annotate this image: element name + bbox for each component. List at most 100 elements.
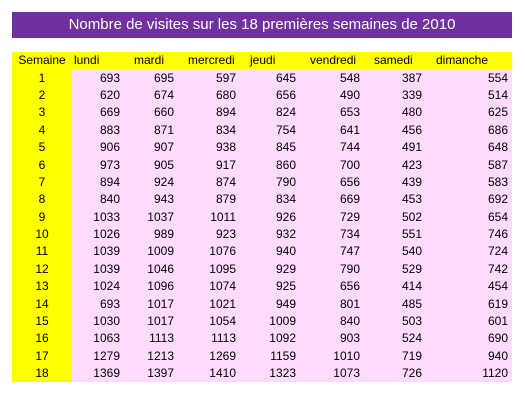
visit-count-cell: 583 — [434, 173, 512, 192]
visit-count-cell: 529 — [372, 260, 434, 279]
visit-count-cell: 502 — [372, 208, 434, 226]
visit-count-cell: 925 — [248, 278, 308, 296]
visit-count-cell: 656 — [248, 86, 308, 105]
column-header-semaine: Semaine — [12, 52, 72, 70]
visit-count-cell: 692 — [434, 191, 512, 209]
visit-count-cell: 949 — [248, 295, 308, 313]
visit-count-cell: 824 — [248, 104, 308, 122]
visit-count-cell: 871 — [132, 121, 186, 139]
visit-count-cell: 906 — [72, 138, 132, 157]
visit-count-cell: 490 — [308, 86, 372, 105]
week-number-cell: 1 — [12, 69, 72, 87]
visit-count-cell: 747 — [308, 243, 372, 261]
visit-count-cell: 860 — [248, 156, 308, 174]
table-row: 16 1063 1113 1113 1092 903 524 690 — [12, 330, 512, 348]
table-row: 17 1279 1213 1269 1159 1010 719 940 — [12, 347, 512, 366]
visit-count-cell: 1039 — [72, 243, 132, 261]
visit-count-cell: 1063 — [72, 330, 132, 348]
visit-count-cell: 454 — [434, 278, 512, 296]
column-header-mercredi: mercredi — [186, 52, 248, 70]
column-header-mardi: mardi — [132, 52, 186, 70]
visit-count-cell: 690 — [434, 330, 512, 348]
visit-count-cell: 845 — [248, 138, 308, 157]
visit-count-cell: 1213 — [132, 347, 186, 366]
visit-count-cell: 924 — [132, 173, 186, 192]
visit-count-cell: 695 — [132, 69, 186, 87]
visit-count-cell: 943 — [132, 191, 186, 209]
column-header-vendredi: vendredi — [308, 52, 372, 70]
visit-count-cell: 1269 — [186, 347, 248, 366]
visit-count-cell: 929 — [248, 260, 308, 279]
visit-count-cell: 491 — [372, 138, 434, 157]
visit-count-cell: 619 — [434, 295, 512, 313]
visit-count-cell: 485 — [372, 295, 434, 313]
visit-count-cell: 907 — [132, 138, 186, 157]
visit-count-cell: 641 — [308, 121, 372, 139]
visit-count-cell: 1073 — [308, 365, 372, 383]
visit-count-cell: 1046 — [132, 260, 186, 279]
week-number-cell: 15 — [12, 312, 72, 331]
visit-count-cell: 742 — [434, 260, 512, 279]
week-number-cell: 6 — [12, 156, 72, 174]
visits-table: Semaine lundi mardi mercredi jeudi vendredi sa… — [12, 52, 512, 383]
visit-count-cell: 551 — [372, 225, 434, 244]
visit-count-cell: 726 — [372, 365, 434, 383]
visit-count-cell: 339 — [372, 86, 434, 105]
visit-count-cell: 790 — [308, 260, 372, 279]
week-number-cell: 10 — [12, 225, 72, 244]
table-row: 13 1024 1096 1074 925 656 414 454 — [12, 278, 512, 296]
visit-count-cell: 874 — [186, 173, 248, 192]
table-title: Nombre de visites sur les 18 premières s… — [12, 12, 512, 38]
visit-count-cell: 1024 — [72, 278, 132, 296]
visit-count-cell: 1033 — [72, 208, 132, 226]
visit-count-cell: 1026 — [72, 225, 132, 244]
visit-count-cell: 656 — [308, 173, 372, 192]
visit-count-cell: 423 — [372, 156, 434, 174]
visit-count-cell: 674 — [132, 86, 186, 105]
visit-count-cell: 693 — [72, 69, 132, 87]
table-row: 3 669 660 894 824 653 480 625 — [12, 104, 512, 122]
table-row: 9 1033 1037 1011 926 729 502 654 — [12, 208, 512, 226]
visit-count-cell: 1017 — [132, 312, 186, 331]
column-header-lundi: lundi — [72, 52, 132, 70]
visit-count-cell: 883 — [72, 121, 132, 139]
visit-count-cell: 680 — [186, 86, 248, 105]
visit-count-cell: 1074 — [186, 278, 248, 296]
week-number-cell: 17 — [12, 347, 72, 366]
visit-count-cell: 669 — [308, 191, 372, 209]
visit-count-cell: 1092 — [248, 330, 308, 348]
visit-count-cell: 548 — [308, 69, 372, 87]
visit-count-cell: 746 — [434, 225, 512, 244]
visit-count-cell: 1113 — [132, 330, 186, 348]
visit-count-cell: 1410 — [186, 365, 248, 383]
visit-count-cell: 1021 — [186, 295, 248, 313]
visit-count-cell: 480 — [372, 104, 434, 122]
visit-count-cell: 1009 — [132, 243, 186, 261]
visit-count-cell: 554 — [434, 69, 512, 87]
visit-count-cell: 834 — [248, 191, 308, 209]
visit-count-cell: 686 — [434, 121, 512, 139]
table-row: 10 1026 989 923 932 734 551 746 — [12, 225, 512, 244]
visit-count-cell: 724 — [434, 243, 512, 261]
header-row: Semaine lundi mardi mercredi jeudi vendredi sa… — [12, 52, 512, 70]
visit-count-cell: 923 — [186, 225, 248, 244]
visit-count-cell: 1011 — [186, 208, 248, 226]
visit-count-cell: 1017 — [132, 295, 186, 313]
week-number-cell: 8 — [12, 191, 72, 209]
visit-count-cell: 514 — [434, 86, 512, 105]
visit-count-cell: 387 — [372, 69, 434, 87]
table-row: 12 1039 1046 1095 929 790 529 742 — [12, 260, 512, 279]
visit-count-cell: 973 — [72, 156, 132, 174]
week-number-cell: 5 — [12, 138, 72, 157]
visit-count-cell: 801 — [308, 295, 372, 313]
visit-count-cell: 926 — [248, 208, 308, 226]
visit-count-cell: 879 — [186, 191, 248, 209]
visit-count-cell: 1323 — [248, 365, 308, 383]
week-number-cell: 2 — [12, 86, 72, 105]
table-row: 7 894 924 874 790 656 439 583 — [12, 173, 512, 192]
visit-count-cell: 1369 — [72, 365, 132, 383]
visit-count-cell: 734 — [308, 225, 372, 244]
visit-count-cell: 625 — [434, 104, 512, 122]
visit-count-cell: 660 — [132, 104, 186, 122]
visit-count-cell: 1095 — [186, 260, 248, 279]
